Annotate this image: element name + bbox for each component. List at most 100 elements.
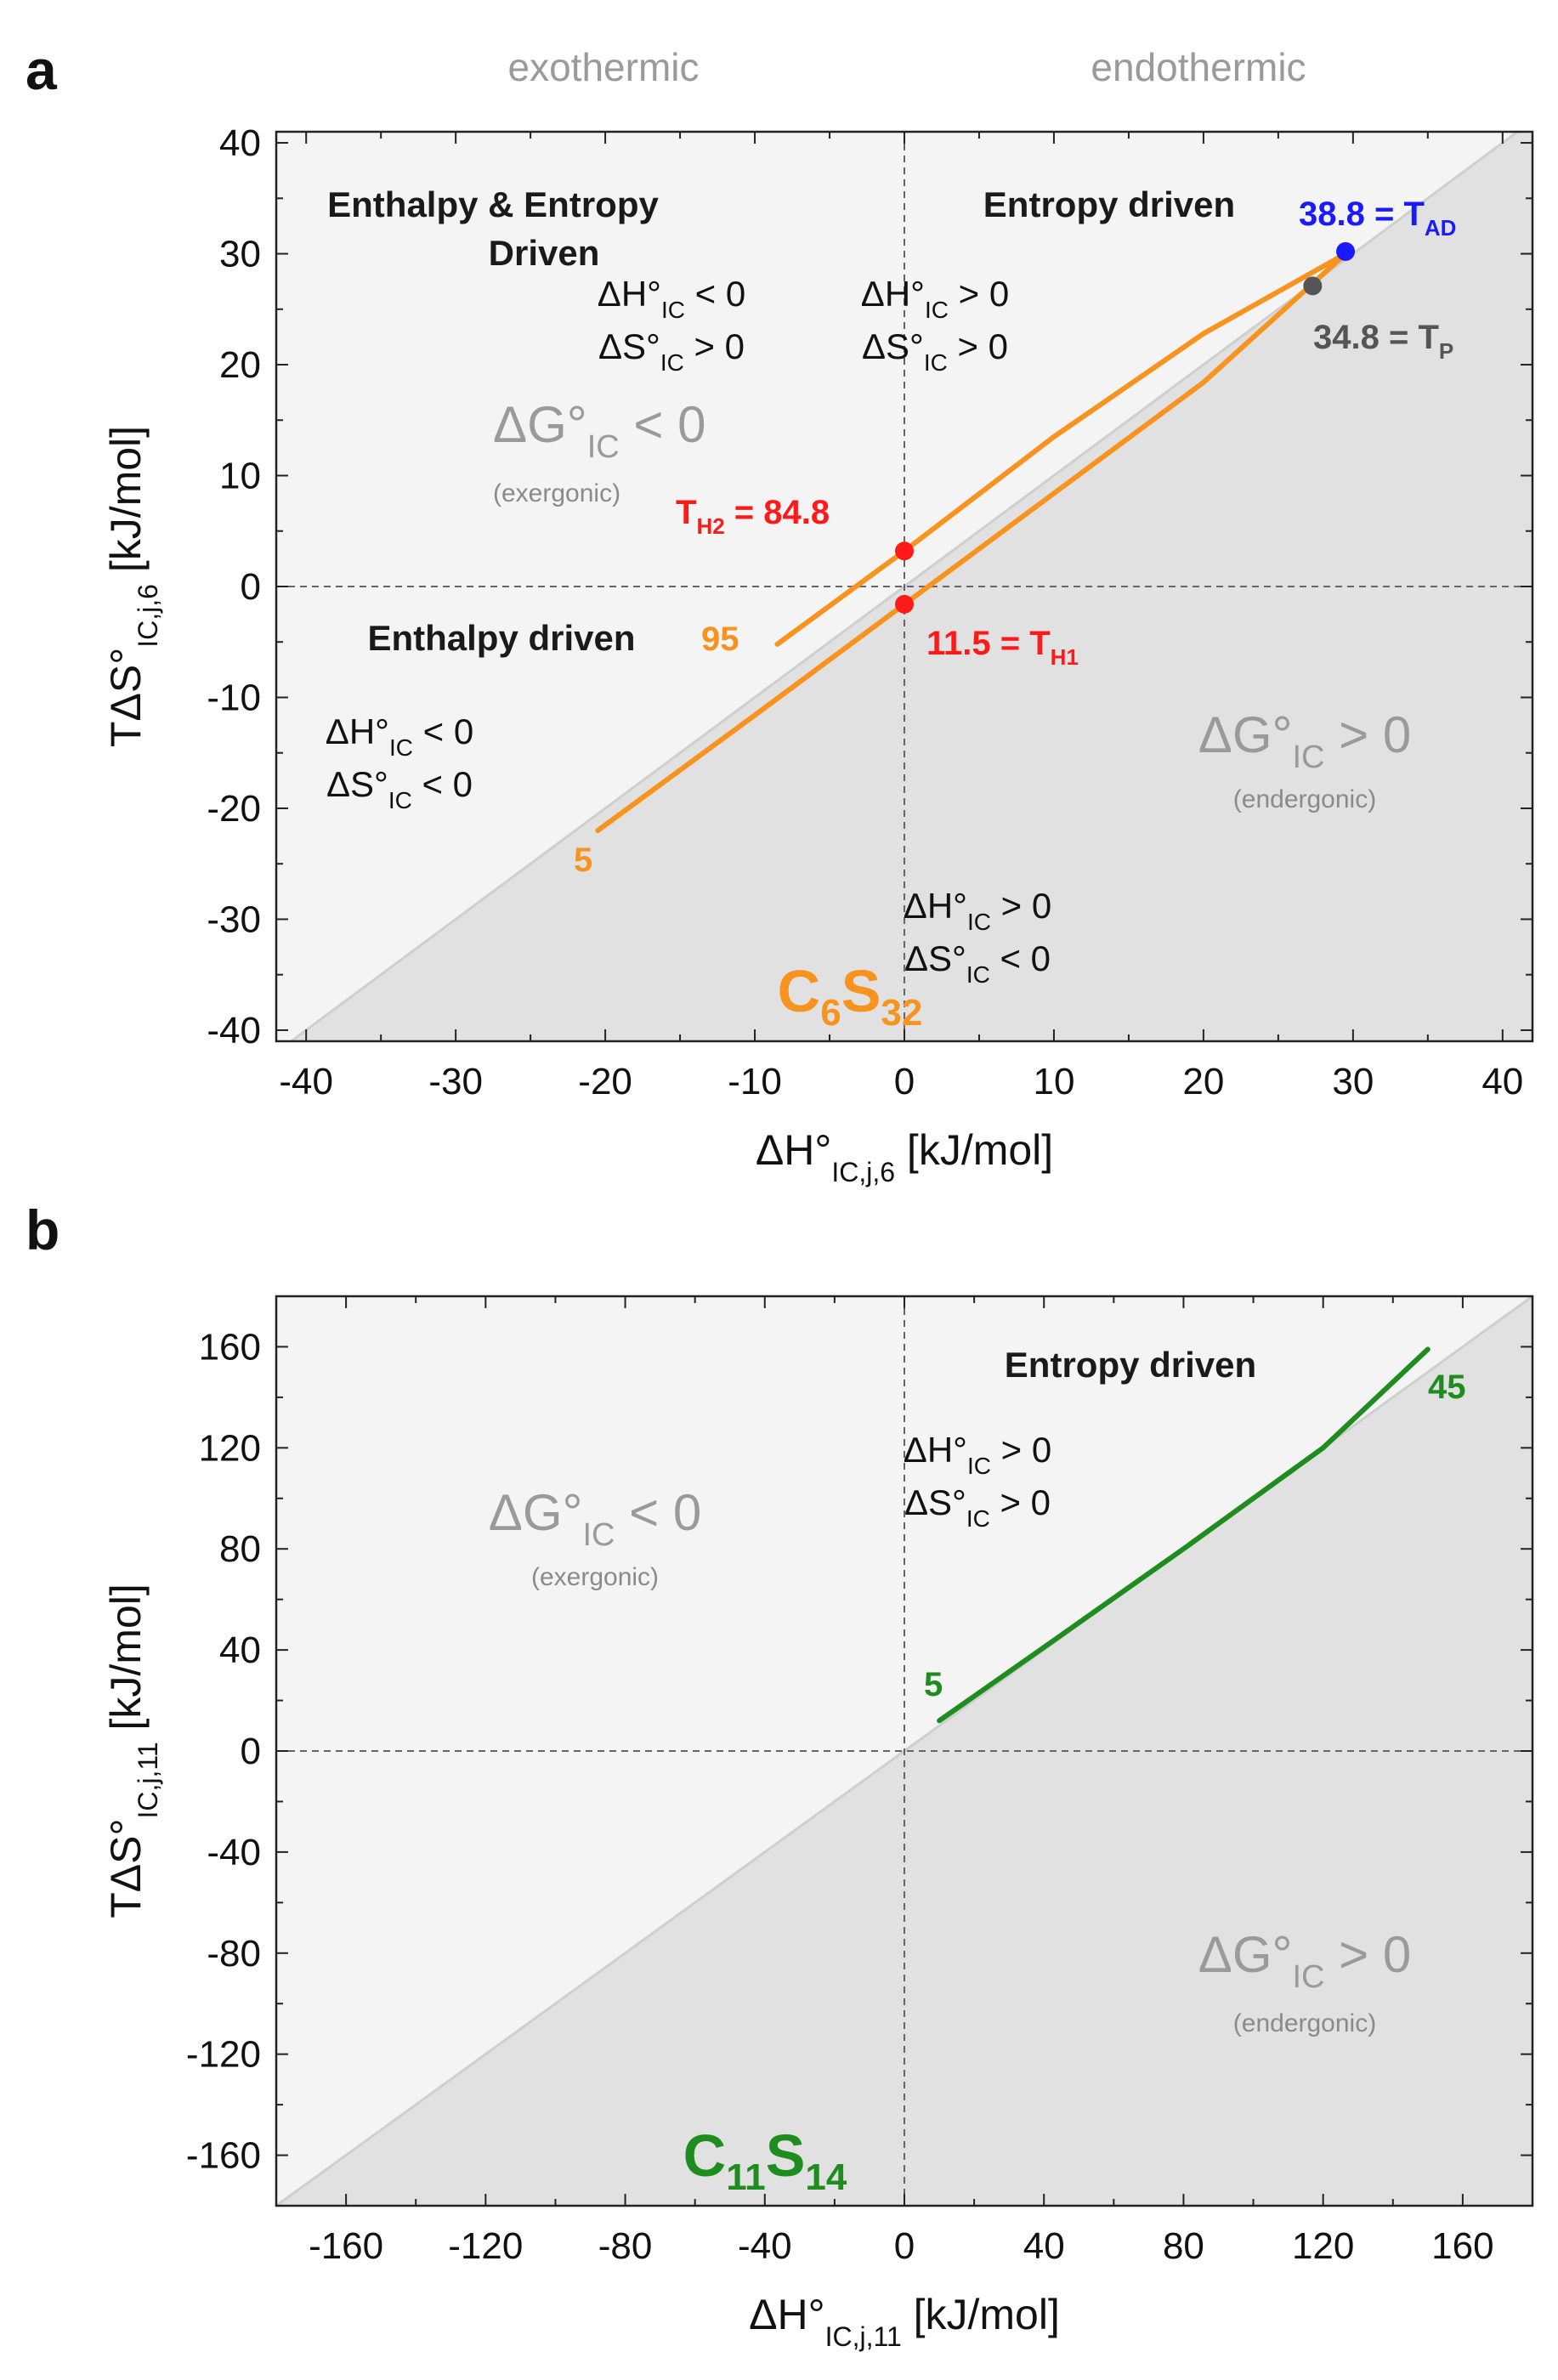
condition-rel: < 0 — [412, 764, 473, 804]
x-tick-label: 40 — [1482, 1061, 1523, 1102]
condition-sub: IC — [389, 734, 413, 761]
condition-rel: < 0 — [685, 274, 745, 314]
dg-rel: < 0 — [615, 1484, 702, 1541]
dg-label: ΔG°IC > 0 — [1198, 1926, 1412, 1995]
dg-note: (exergonic) — [531, 1563, 659, 1591]
annotation: 5 — [574, 842, 592, 879]
condition-text: ΔS°IC < 0 — [326, 764, 473, 813]
annotation-main: 95 — [701, 620, 739, 658]
y-axis-label: TΔS°IC,j,6 [kJ/mol] — [102, 426, 163, 747]
dg-label: ΔG°IC < 0 — [493, 396, 706, 465]
condition-main: ΔS° — [862, 326, 924, 366]
compound-c-sub: 6 — [820, 992, 841, 1034]
y-tick-label: 20 — [219, 344, 261, 386]
dg-note: (endergonic) — [1233, 785, 1376, 813]
condition-sub: IC — [660, 349, 684, 376]
region-title: Enthalpy driven — [367, 618, 635, 658]
condition-text: ΔH°IC < 0 — [598, 274, 745, 323]
x-tick-label: -40 — [279, 1061, 333, 1102]
annotation: 45 — [1428, 1368, 1466, 1406]
x-axis-label-main: ΔH° — [749, 2291, 825, 2338]
annotation-main: 45 — [1428, 1368, 1466, 1406]
y-tick-label: 30 — [219, 234, 261, 275]
x-tick-label: 120 — [1292, 2225, 1354, 2267]
dg-rel: > 0 — [1325, 706, 1412, 763]
x-tick-label: -160 — [309, 2225, 383, 2267]
region-title: Entropy driven — [1005, 1345, 1256, 1385]
x-axis-label-sub: IC,j,6 — [831, 1157, 895, 1187]
x-tick-label: 0 — [894, 2225, 915, 2267]
condition-main: ΔH° — [904, 886, 967, 926]
condition-rel: > 0 — [991, 886, 1051, 926]
panel-letter: a — [25, 38, 58, 101]
condition-sub: IC — [388, 787, 412, 813]
dg-sub: IC — [1293, 1959, 1325, 1995]
data-point — [1303, 276, 1323, 296]
condition-main: ΔH° — [904, 1430, 967, 1470]
condition-rel: > 0 — [991, 1430, 1051, 1470]
data-point — [895, 594, 914, 614]
dg-label: ΔG°IC < 0 — [489, 1484, 702, 1553]
x-axis-label-unit: [kJ/mol] — [895, 1126, 1053, 1174]
data-point — [1336, 241, 1356, 261]
y-tick-label: -40 — [207, 1010, 261, 1051]
condition-rel: > 0 — [948, 326, 1008, 366]
dg-rel: < 0 — [620, 396, 706, 453]
x-tick-label: 80 — [1163, 2225, 1204, 2267]
x-tick-label: 160 — [1431, 2225, 1493, 2267]
x-tick-label: -80 — [598, 2225, 653, 2267]
annotation-sub: H1 — [1051, 644, 1079, 670]
condition-main: ΔH° — [598, 274, 661, 314]
condition-main: ΔS° — [904, 938, 966, 978]
annotation: 5 — [924, 1666, 943, 1703]
condition-sub: IC — [966, 961, 990, 988]
annotation: 11.5 = TH1 — [926, 625, 1079, 670]
compound-s-sub: 32 — [881, 992, 922, 1034]
y-tick-label: 0 — [241, 566, 261, 608]
x-tick-label: -30 — [428, 1061, 483, 1102]
condition-sub: IC — [966, 1505, 990, 1532]
condition-text: ΔS°IC < 0 — [904, 938, 1051, 988]
condition-text: ΔS°IC > 0 — [904, 1482, 1051, 1532]
x-axis-label: ΔH°IC,j,11 [kJ/mol] — [749, 2291, 1060, 2352]
compound-c: C — [683, 2122, 727, 2189]
dg-sub: IC — [587, 429, 620, 465]
compound-s: S — [841, 958, 881, 1024]
x-axis-label-sub: IC,j,11 — [825, 2321, 902, 2352]
data-point — [895, 541, 914, 561]
annotation-sub: P — [1439, 338, 1453, 364]
compound-c-sub: 11 — [726, 2156, 766, 2198]
condition-text: ΔH°IC > 0 — [904, 886, 1051, 935]
annotation-main: T — [676, 494, 696, 531]
y-tick-label: -20 — [207, 788, 261, 830]
condition-rel: < 0 — [413, 711, 473, 751]
x-tick-label: 10 — [1033, 1061, 1074, 1102]
annotation: 95 — [701, 620, 739, 658]
condition-text: ΔS°IC > 0 — [598, 326, 745, 376]
compound-label: C6S32 — [778, 958, 923, 1034]
y-axis-label-unit: [kJ/mol] — [102, 1584, 150, 1742]
series-line — [937, 1346, 1431, 1724]
y-tick-label: 10 — [219, 456, 261, 497]
dg-main: ΔG° — [1198, 706, 1293, 763]
y-axis-label: TΔS°IC,j,11 [kJ/mol] — [102, 1584, 163, 1918]
dg-main: ΔG° — [493, 396, 587, 453]
y-axis-label-main: TΔS° — [102, 1818, 150, 1918]
dg-rel: > 0 — [1325, 1926, 1412, 1983]
x-tick-label: -40 — [738, 2225, 792, 2267]
y-tick-label: -40 — [207, 1832, 261, 1873]
y-tick-label: 120 — [199, 1427, 261, 1469]
y-axis-label-main: TΔS° — [102, 648, 150, 747]
x-axis-label-unit: [kJ/mol] — [902, 2291, 1060, 2338]
annotation-main: 38.8 = T — [1299, 196, 1425, 233]
annotation-sub: H2 — [696, 513, 724, 539]
compound-s-sub: 14 — [805, 2156, 847, 2198]
condition-text: ΔH°IC > 0 — [904, 1430, 1051, 1479]
condition-sub: IC — [924, 349, 948, 376]
dg-note: (endergonic) — [1233, 2009, 1376, 2037]
dg-note: (exergonic) — [493, 479, 620, 507]
condition-sub: IC — [967, 909, 991, 935]
dg-sub: IC — [1293, 740, 1325, 775]
annotation-main: 34.8 = T — [1313, 319, 1439, 356]
y-axis-label-sub: IC,j,11 — [133, 1742, 163, 1818]
